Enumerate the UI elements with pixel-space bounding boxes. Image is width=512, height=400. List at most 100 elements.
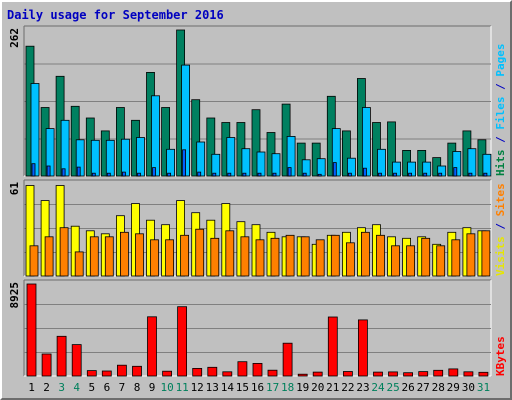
bar-kbytes-day-19 xyxy=(297,373,308,377)
bar-files-day-14 xyxy=(226,137,236,177)
x-tick-label-18: 18 xyxy=(281,381,294,394)
bar-sites-day-2 xyxy=(44,236,54,277)
bar-files-day-10 xyxy=(166,148,176,177)
legend-label: / xyxy=(494,77,507,97)
bar-kbytes-day-8 xyxy=(132,365,142,377)
bar-kbytes-day-17 xyxy=(267,369,278,377)
x-tick-label-13: 13 xyxy=(206,381,219,394)
bar-files-day-13 xyxy=(211,153,221,177)
bar-files-day-30 xyxy=(467,148,477,177)
bar-pages-day-25 xyxy=(393,172,397,177)
x-tick-label-23: 23 xyxy=(356,381,369,394)
bar-pages-day-2 xyxy=(46,165,51,177)
x-tick-label-25: 25 xyxy=(386,381,399,394)
bar-pages-day-14 xyxy=(227,172,232,177)
bar-sites-day-20 xyxy=(315,239,325,277)
panel-max-label: 8925 xyxy=(8,282,21,309)
bar-files-day-15 xyxy=(241,148,251,177)
x-tick-label-10: 10 xyxy=(160,381,173,394)
bar-sites-day-25 xyxy=(391,245,400,277)
bar-pages-day-4 xyxy=(76,166,81,177)
bar-pages-day-27 xyxy=(423,172,428,177)
bar-kbytes-day-11 xyxy=(177,306,188,377)
x-tick-label-15: 15 xyxy=(236,381,249,394)
bar-hits-day-10 xyxy=(161,107,171,177)
bar-kbytes-day-31 xyxy=(478,371,489,377)
x-tick-label-9: 9 xyxy=(149,381,156,394)
bar-kbytes-day-23 xyxy=(357,319,368,377)
legend-label: Files xyxy=(494,97,507,130)
bar-kbytes-day-22 xyxy=(342,371,353,377)
x-tick-label-27: 27 xyxy=(417,381,430,394)
x-tick-label-6: 6 xyxy=(104,381,111,394)
bar-kbytes-day-21 xyxy=(327,316,338,377)
bar-kbytes-day-20 xyxy=(312,371,323,377)
x-tick-label-29: 29 xyxy=(447,381,460,394)
bar-pages-day-23 xyxy=(362,167,367,177)
legend-label: Pages xyxy=(494,44,507,77)
bar-kbytes-day-30 xyxy=(463,371,474,377)
bar-sites-day-14 xyxy=(225,230,235,277)
bar-sites-day-19 xyxy=(300,236,310,277)
x-tick-label-17: 17 xyxy=(266,381,279,394)
bar-sites-day-9 xyxy=(150,239,159,277)
bar-sites-day-31 xyxy=(481,230,491,277)
bar-pages-day-21 xyxy=(332,162,337,177)
legend-label: KBytes xyxy=(494,336,507,376)
bar-kbytes-day-4 xyxy=(71,344,82,377)
x-tick-label-16: 16 xyxy=(251,381,264,394)
x-tick-label-14: 14 xyxy=(221,381,235,394)
bar-kbytes-day-6 xyxy=(101,370,112,377)
bar-pages-day-20 xyxy=(317,173,322,177)
bar-kbytes-day-14 xyxy=(222,371,233,377)
x-tick-label-22: 22 xyxy=(341,381,354,394)
bar-kbytes-day-10 xyxy=(162,370,173,377)
bar-sites-day-11 xyxy=(180,234,190,277)
bar-sites-day-29 xyxy=(451,239,461,277)
bar-files-day-7 xyxy=(121,138,130,177)
bar-sites-day-4 xyxy=(74,251,84,277)
bar-files-day-20 xyxy=(316,158,326,177)
bar-kbytes-day-3 xyxy=(56,335,67,377)
x-tick-label-31: 31 xyxy=(477,381,490,394)
bar-pages-day-7 xyxy=(122,171,126,177)
bar-sites-day-27 xyxy=(421,237,431,277)
x-tick-label-1: 1 xyxy=(28,381,35,394)
bar-pages-day-12 xyxy=(197,171,202,177)
bar-sites-day-23 xyxy=(360,231,370,277)
bar-pages-day-31 xyxy=(483,172,488,177)
bar-pages-day-3 xyxy=(61,168,66,177)
legend-label: Visits xyxy=(494,236,507,276)
bar-pages-day-1 xyxy=(31,163,36,177)
bar-sites-day-24 xyxy=(376,234,385,277)
bar-hits-day-16 xyxy=(251,109,261,177)
x-tick-label-19: 19 xyxy=(296,381,309,394)
bar-kbytes-day-18 xyxy=(282,342,293,377)
bar-files-day-5 xyxy=(90,139,100,177)
bar-sites-day-16 xyxy=(255,239,265,277)
bar-files-day-8 xyxy=(136,137,145,177)
x-tick-label-28: 28 xyxy=(432,381,445,394)
x-tick-label-8: 8 xyxy=(134,381,141,394)
bar-kbytes-day-27 xyxy=(418,371,429,377)
bar-hits-day-25 xyxy=(387,121,396,177)
bar-pages-day-15 xyxy=(242,172,247,177)
bar-hits-day-13 xyxy=(206,117,216,177)
bar-pages-day-26 xyxy=(408,172,413,177)
bar-pages-day-5 xyxy=(91,172,96,177)
bar-pages-day-24 xyxy=(378,172,382,177)
bar-kbytes-day-1 xyxy=(26,283,37,377)
bar-sites-day-21 xyxy=(330,234,340,277)
bar-files-day-31 xyxy=(482,153,492,177)
bar-files-day-1 xyxy=(30,83,40,177)
legend-label: Sites xyxy=(494,183,507,216)
x-tick-label-24: 24 xyxy=(371,381,385,394)
bar-sites-day-22 xyxy=(345,242,355,277)
bar-sites-day-7 xyxy=(120,231,129,277)
panel-side-legend: Hits / Files / Pages xyxy=(494,44,507,177)
bar-pages-day-29 xyxy=(453,167,458,177)
bar-files-day-16 xyxy=(256,151,266,177)
panel-side-legend: KBytes xyxy=(494,336,507,376)
bar-sites-day-6 xyxy=(104,236,114,277)
